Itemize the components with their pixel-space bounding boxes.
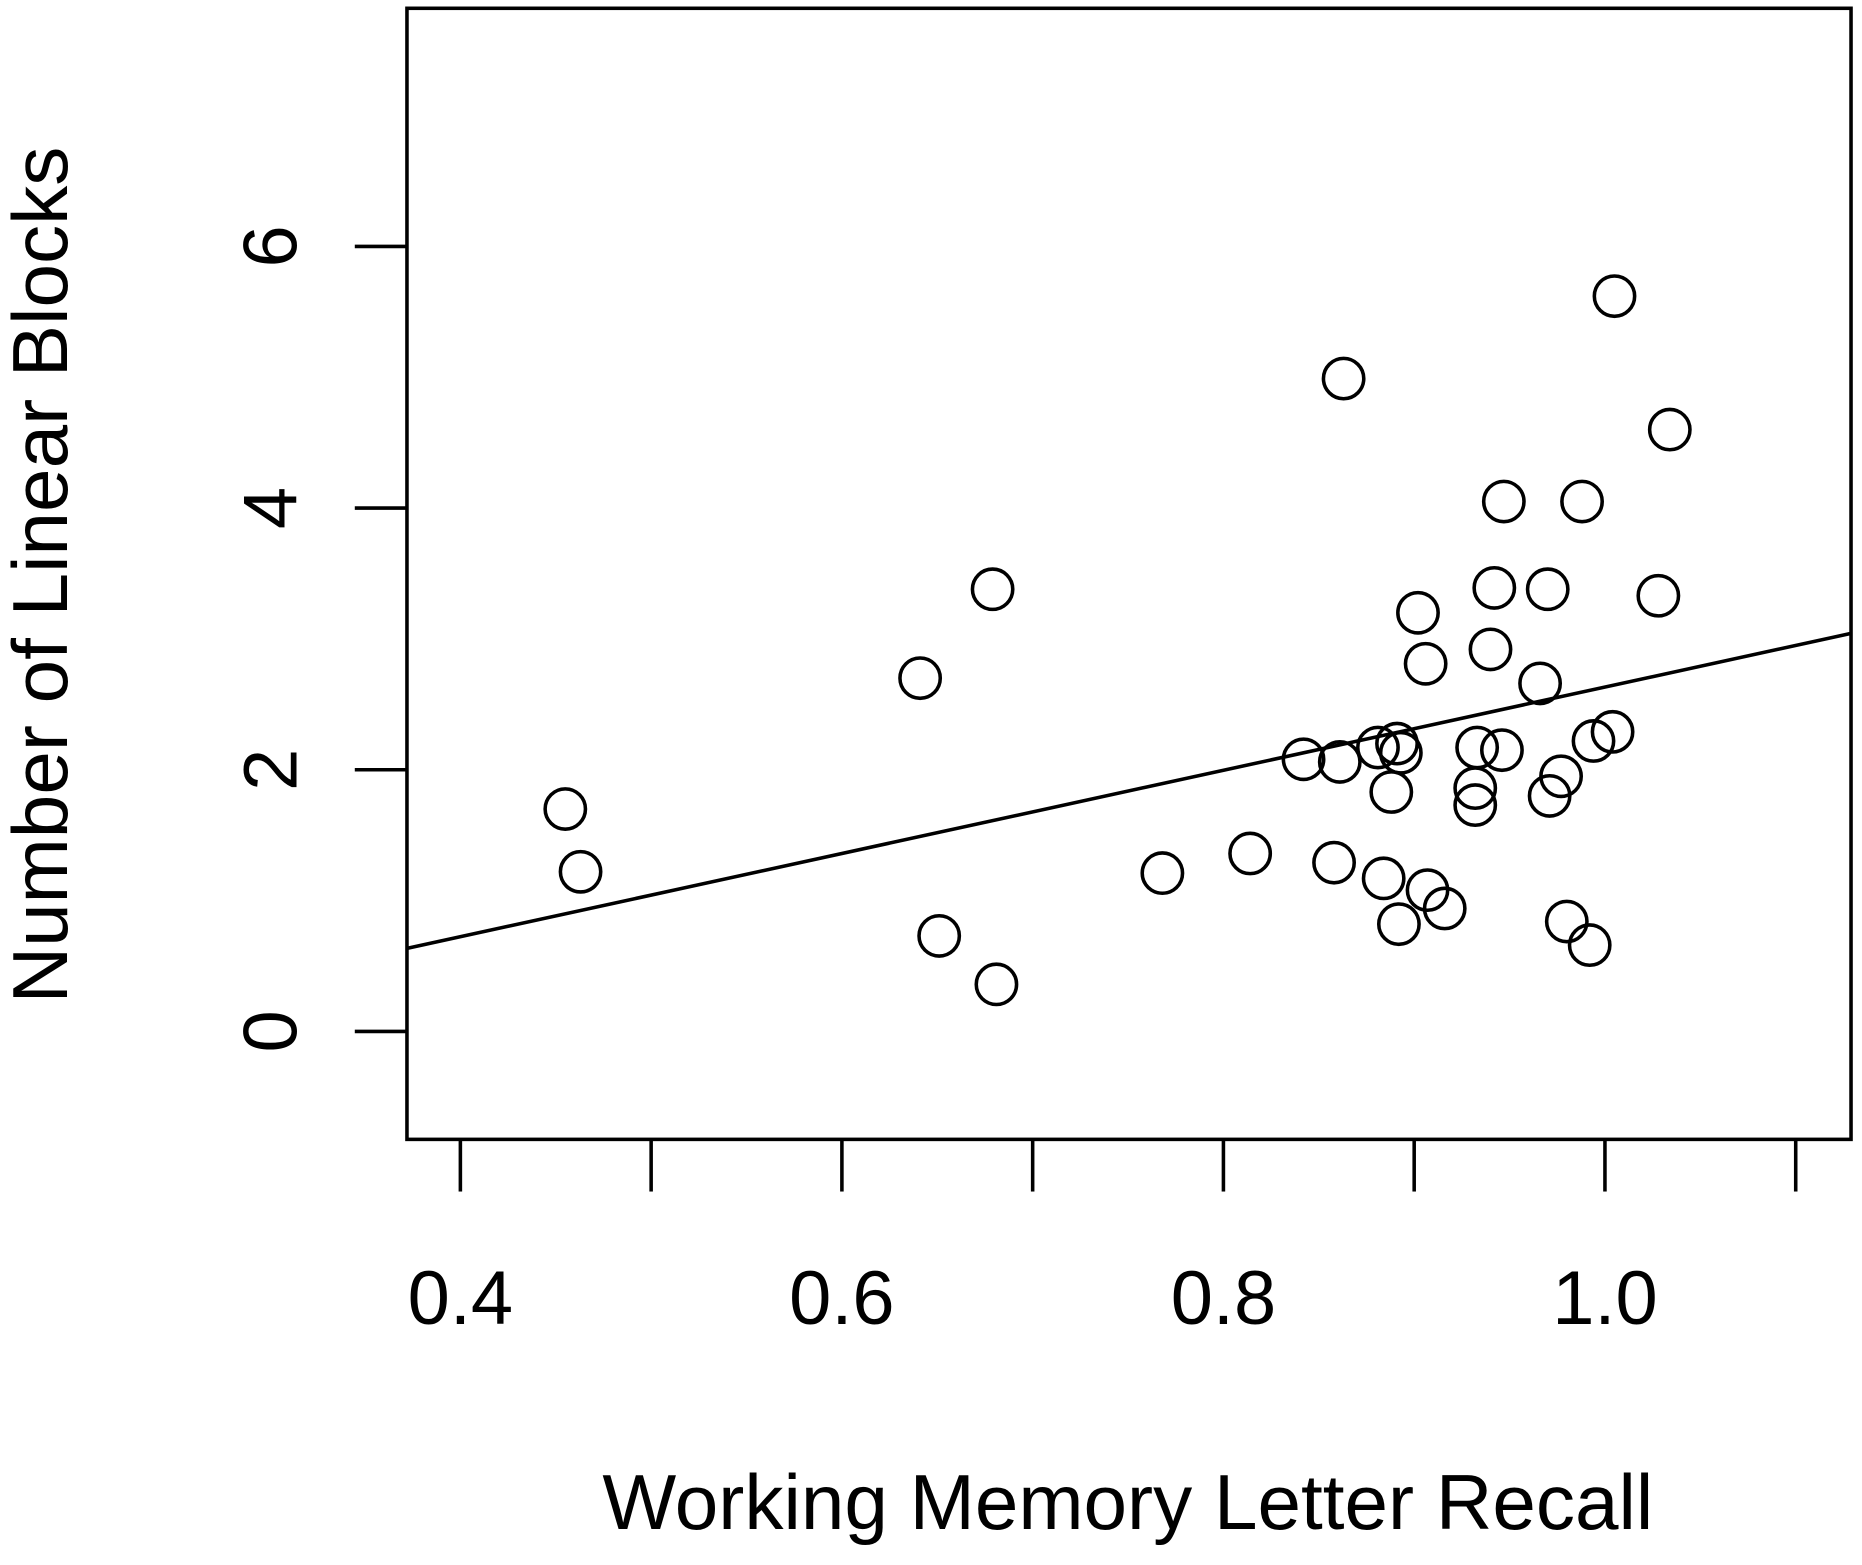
point — [1592, 274, 1637, 319]
point — [1317, 739, 1362, 784]
x-tick-label: 0.4 — [408, 1256, 513, 1341]
point — [1647, 407, 1692, 452]
point — [898, 656, 943, 701]
point — [1636, 573, 1681, 618]
point — [1567, 923, 1612, 968]
point — [1228, 831, 1273, 876]
x-tick-label: 0.6 — [789, 1256, 894, 1341]
y-tick-label: 2 — [229, 749, 314, 791]
point — [1376, 902, 1421, 947]
point — [558, 849, 603, 894]
y-axis-title: Number of Linear Blocks — [0, 147, 84, 1004]
x-tick-label: 1.0 — [1552, 1256, 1657, 1341]
point — [1480, 728, 1524, 773]
point — [1571, 719, 1616, 763]
point — [1455, 725, 1500, 770]
y-tick-label: 6 — [229, 225, 314, 267]
point — [1312, 840, 1356, 885]
point — [543, 787, 588, 831]
point — [1361, 856, 1406, 901]
y-tick-label: 0 — [229, 1010, 314, 1052]
point — [1321, 356, 1366, 401]
x-tick-label: 0.8 — [1171, 1256, 1276, 1341]
point — [1560, 479, 1604, 524]
trend-line — [406, 631, 1852, 951]
point — [1544, 899, 1589, 944]
point — [1140, 851, 1185, 896]
point — [1481, 479, 1526, 524]
x-axis-title: Working Memory Letter Recall — [602, 1458, 1653, 1546]
point — [1539, 754, 1584, 799]
point — [1281, 737, 1326, 782]
point — [1422, 886, 1467, 931]
point — [1378, 730, 1423, 775]
point — [1525, 567, 1570, 612]
point — [1403, 641, 1448, 686]
point — [1518, 661, 1563, 706]
point — [1453, 783, 1498, 828]
plot-frame — [405, 6, 1853, 1142]
point — [1468, 627, 1513, 672]
point — [917, 913, 962, 958]
point — [1356, 725, 1400, 770]
point — [1396, 590, 1440, 635]
point — [1472, 565, 1517, 610]
point — [1453, 766, 1498, 811]
point — [1590, 709, 1635, 754]
y-tick-label: 4 — [229, 487, 314, 529]
point — [974, 962, 1019, 1007]
point — [970, 567, 1015, 612]
point — [1369, 770, 1414, 814]
